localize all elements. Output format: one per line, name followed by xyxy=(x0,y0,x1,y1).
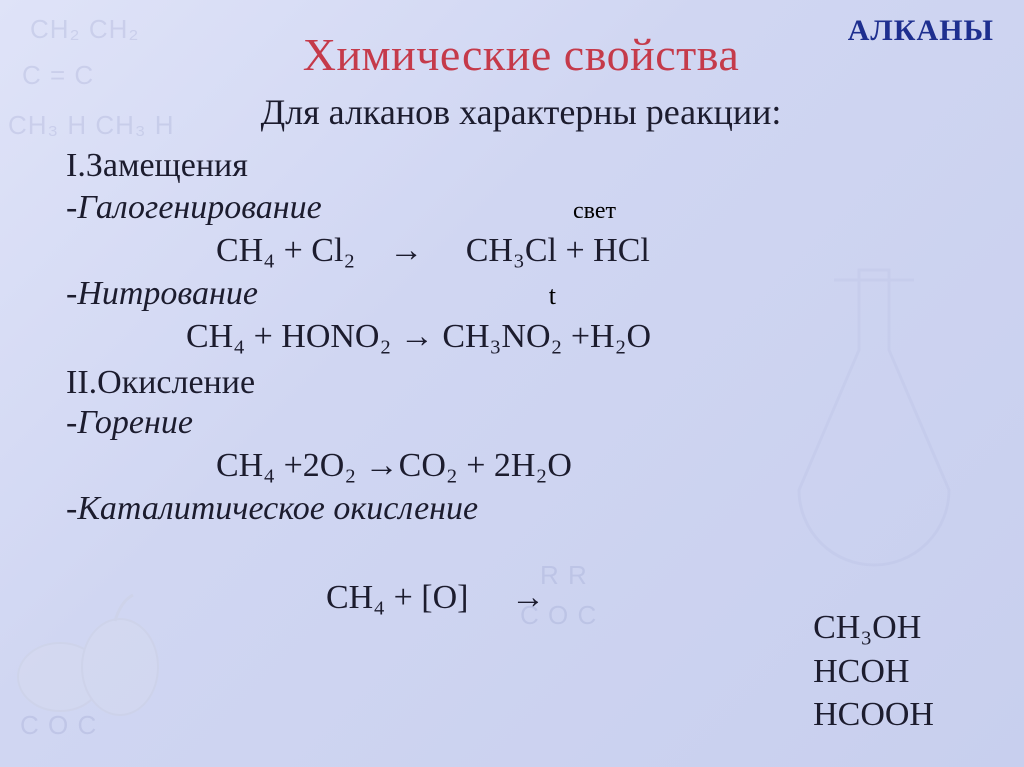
eq-left: CH₄ +2O₂ xyxy=(216,447,356,484)
eq-left: CH₄ + [O] xyxy=(326,579,468,616)
condition-light: свет xyxy=(573,198,616,225)
arrow-icon: → xyxy=(365,447,399,484)
slide-title: Химические свойства xyxy=(66,28,976,81)
equation-halogenation: CH₄ + Cl₂ → CH₃Cl + HCl xyxy=(216,229,976,273)
slide-content: Химические свойства Для алканов характер… xyxy=(0,0,1024,767)
product-1: CH₃OH xyxy=(813,606,934,650)
section-2-head: II.Окисление xyxy=(66,364,976,402)
product-3: HCOOH xyxy=(813,693,934,737)
product-2: HCOH xyxy=(813,650,934,694)
eq-right: CH₃Cl + HCl xyxy=(466,232,650,269)
slide-subtitle: Для алканов характерны реакции: xyxy=(66,91,976,133)
eq-right: CO₂ + 2H₂O xyxy=(399,447,572,484)
arrow-icon: → xyxy=(511,579,545,616)
eq-right: CH₃NO₂ +H₂O xyxy=(442,318,651,355)
arrow-icon: → xyxy=(400,318,434,355)
sec1-item2: -Нитрование xyxy=(66,275,258,313)
section-1-head: I.Замещения xyxy=(66,147,976,185)
sec2-item2: -Каталитическое окисление xyxy=(66,490,976,528)
eq-left: CH₄ + HONO₂ xyxy=(186,318,391,355)
sec2-item1: -Горение xyxy=(66,404,976,442)
catalytic-products: CH₃OH HCOH HCOOH xyxy=(813,606,934,737)
eq-left: CH₄ + Cl₂ xyxy=(216,232,355,269)
arrow-icon: → xyxy=(389,232,423,269)
sec1-item1: -Галогенирование xyxy=(66,189,322,227)
equation-nitration: CH₄ + HONO₂ → CH₃NO₂ +H₂O xyxy=(186,315,976,359)
condition-temp: t xyxy=(549,281,556,311)
equation-combustion: CH₄ +2O₂ →CO₂ + 2H₂O xyxy=(216,444,976,488)
